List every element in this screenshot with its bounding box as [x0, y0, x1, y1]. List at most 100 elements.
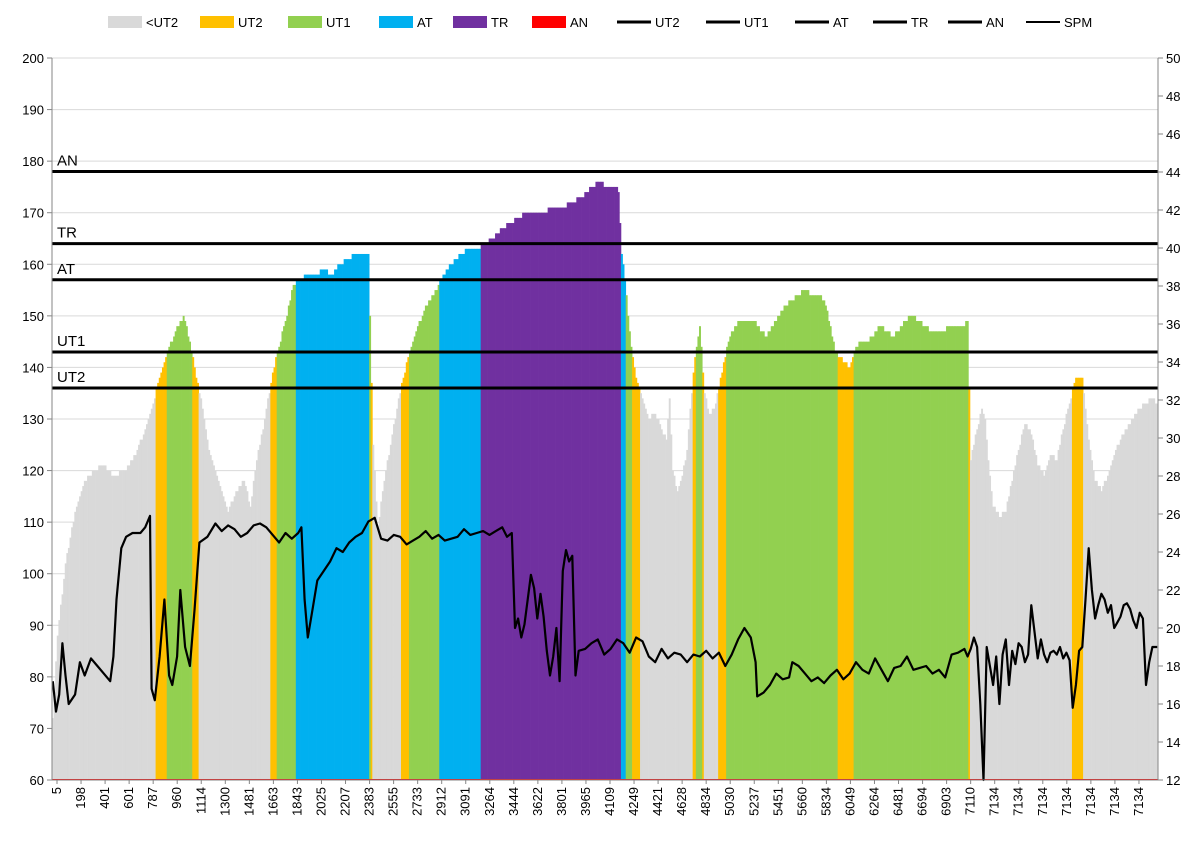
threshold-label-ut2: UT2 [57, 369, 85, 386]
hr-bar [659, 424, 662, 780]
hr-bar [954, 326, 956, 780]
hr-bar [233, 496, 236, 780]
hr-bar [270, 382, 273, 780]
hr-bar [706, 408, 709, 780]
hr-bar [984, 419, 987, 780]
hr-bar [718, 388, 721, 780]
hr-bar [826, 310, 829, 780]
hr-bar [761, 331, 764, 780]
hr-bar [399, 393, 402, 780]
hr-bar [348, 259, 351, 781]
hr-bar [295, 279, 298, 780]
hr-bar [1151, 398, 1154, 780]
hr-bar [605, 186, 607, 780]
hr-bar [667, 419, 670, 780]
hr-bar [563, 207, 566, 781]
x-tick-label: 5660 [794, 787, 809, 816]
hr-bar [311, 274, 314, 780]
hr-bar [644, 408, 647, 780]
hr-bar [711, 408, 714, 780]
hr-bar [944, 331, 947, 780]
hr-bar [574, 202, 577, 780]
hr-bar [541, 212, 544, 780]
hr-bar [444, 274, 446, 780]
hr-bar [1075, 377, 1078, 780]
hr-bar [565, 207, 568, 781]
hr-bar [1119, 439, 1122, 780]
y-axis-left: 60 70 80 90 100 110 120 130 140 150 160 170 180 190 20… [22, 51, 52, 788]
hr-bar [198, 393, 201, 780]
x-tick-label: 7134 [1035, 787, 1050, 816]
hr-bar [220, 491, 223, 780]
hr-bar [85, 480, 88, 780]
x-tick-label: 4628 [674, 787, 689, 816]
hr-bar [871, 336, 874, 780]
hr-bar [79, 496, 82, 780]
hr-bar [271, 372, 274, 780]
hr-bar [679, 480, 682, 780]
hr-bar [547, 207, 550, 781]
hr-bar [276, 351, 279, 780]
hr-bar [794, 295, 797, 780]
hr-bar [1048, 460, 1050, 780]
hr-bar [190, 351, 193, 780]
x-tick-label: 5237 [746, 787, 761, 816]
hr-bar [117, 475, 120, 780]
hr-bar [793, 300, 795, 780]
hr-bar [369, 315, 372, 780]
hr-bar [759, 331, 762, 780]
hr-bar [861, 341, 864, 780]
hr-bar [769, 331, 772, 780]
hr-bar [356, 253, 359, 780]
hr-bar [890, 336, 893, 780]
hr-bar [762, 331, 765, 780]
hr-bar [920, 321, 923, 780]
hr-bar [504, 228, 507, 780]
hr-bar [375, 501, 378, 780]
hr-bar [273, 367, 276, 780]
legend: <UT2 UT2 UT1 AT TR AN UT2 UT1 AT TR AN SPM [108, 15, 1092, 30]
hr-bar [93, 470, 96, 780]
hr-bar [136, 449, 139, 780]
hr-bar [906, 321, 909, 780]
hr-bar [106, 470, 109, 780]
hr-bar [584, 192, 587, 781]
hr-bar [91, 470, 94, 780]
x-tick-label: 1481 [241, 787, 256, 816]
hr-bar [483, 243, 486, 780]
hr-bar [279, 341, 282, 780]
hr-bar [743, 321, 746, 780]
hr-bar [1135, 413, 1138, 780]
hr-bar [1091, 460, 1094, 780]
hr-bar [510, 223, 513, 780]
hr-bar [1036, 465, 1039, 780]
hr-bar [55, 661, 58, 780]
hr-bar [1114, 449, 1117, 780]
y2-tick-label: 38 [1166, 279, 1180, 294]
hr-bar [1134, 413, 1137, 780]
hr-bar [464, 248, 467, 781]
hr-bar [1052, 455, 1055, 780]
hr-bar [522, 212, 525, 780]
hr-bar [907, 315, 910, 780]
x-tick-label: 7134 [987, 787, 1002, 816]
hr-bar [472, 248, 475, 781]
hr-bar [689, 408, 692, 780]
hr-bar [958, 326, 961, 780]
x-tick-label: 4421 [650, 787, 665, 816]
hr-bar [775, 321, 778, 780]
hr-bar [211, 460, 214, 780]
hr-bar [187, 336, 190, 780]
x-tick-label: 6903 [939, 787, 954, 816]
hr-bar [1024, 424, 1027, 780]
threshold-label-tr: TR [57, 225, 77, 242]
hr-bar [520, 217, 523, 780]
x-tick-label: 401 [97, 787, 112, 809]
legend-swatch [108, 16, 142, 28]
hr-bar [141, 439, 144, 780]
x-tick-label: 3264 [482, 787, 497, 816]
y2-tick-label: 20 [1166, 621, 1180, 636]
y2-tick-label: 36 [1166, 317, 1180, 332]
hr-bar [724, 357, 727, 780]
hr-bar [87, 475, 90, 780]
